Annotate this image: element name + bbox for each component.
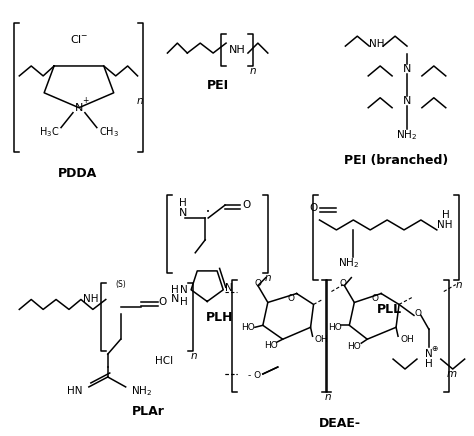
Text: n: n [190,351,197,361]
Text: •: • [206,209,210,215]
Text: O: O [339,279,346,288]
Text: NH: NH [437,220,452,230]
Text: N: N [179,208,188,218]
Text: PLH: PLH [206,311,234,324]
Text: n: n [136,96,143,106]
Text: O: O [242,200,250,210]
Text: PLAr: PLAr [132,405,165,418]
Text: - O: - O [248,371,261,381]
Text: N: N [225,283,233,293]
Text: O: O [158,297,167,307]
Text: O: O [255,279,262,288]
Text: OH: OH [315,335,328,344]
Text: O: O [415,309,422,318]
Text: n: n [325,392,331,402]
Text: O: O [309,203,318,213]
Text: N: N [171,294,180,304]
Text: H: H [442,210,450,220]
Text: CH$_3$: CH$_3$ [99,126,119,140]
Text: N: N [425,349,433,359]
Text: NH$_2$: NH$_2$ [131,384,152,398]
Text: N: N [403,96,411,106]
Text: H: H [181,297,188,307]
Text: N: N [403,64,411,74]
Text: (S): (S) [115,280,126,289]
Text: Cl$^{-}$: Cl$^{-}$ [70,33,88,45]
Text: n: n [456,279,462,290]
Text: HO: HO [328,323,341,332]
Text: PLL: PLL [376,303,401,316]
Text: DEAE-: DEAE- [319,417,360,430]
Text: PDDA: PDDA [58,167,98,180]
Text: H: H [179,198,187,208]
Text: OH: OH [400,335,414,344]
Text: n: n [250,66,256,76]
Text: H: H [172,285,179,295]
Text: HO: HO [241,323,255,332]
Text: ⊕: ⊕ [432,344,438,353]
Text: NH: NH [83,294,99,304]
Text: N: N [181,285,188,295]
Text: HO: HO [264,341,278,350]
Text: NH$_2$: NH$_2$ [338,256,359,269]
Text: m: m [447,369,457,379]
Text: PEI: PEI [207,79,229,92]
Text: n: n [265,272,272,283]
Text: NH: NH [369,39,385,49]
Text: N: N [75,103,83,113]
Text: NH$_2$: NH$_2$ [396,129,418,143]
Text: HO: HO [347,342,361,351]
Text: H: H [425,359,433,369]
Text: HCl: HCl [155,356,173,366]
Text: +: + [82,96,88,105]
Text: O: O [372,294,379,303]
Text: NH: NH [228,45,246,55]
Text: PEI (branched): PEI (branched) [344,154,448,167]
Text: O: O [287,294,294,303]
Text: H$_3$C: H$_3$C [39,126,59,140]
Text: HN: HN [67,386,83,396]
